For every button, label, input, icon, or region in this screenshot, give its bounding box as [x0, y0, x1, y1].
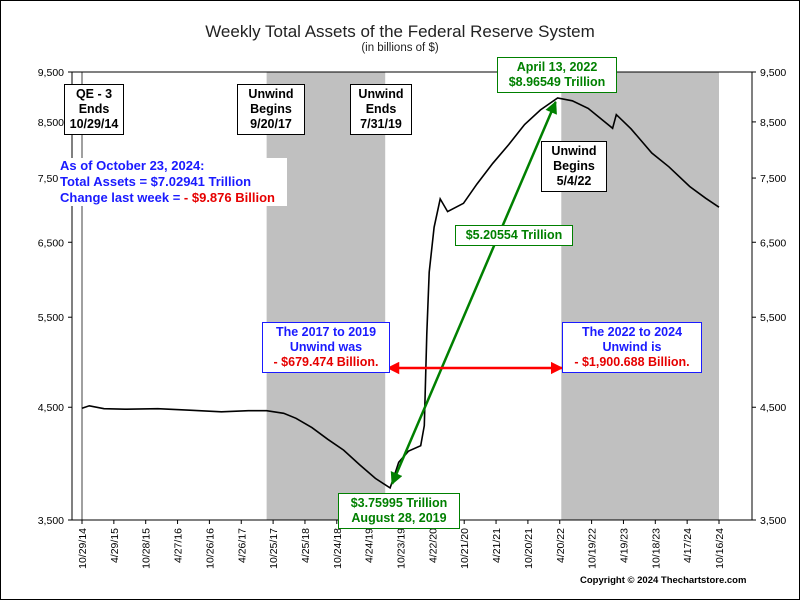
y-tick-label-left: 3,500 [38, 515, 64, 527]
as-of-note: As of October 23, 2024: Total Assets = $… [58, 158, 287, 206]
x-tick-label: 4/21/21 [491, 528, 503, 563]
unwind-ends-2019-line2: Ends [365, 102, 397, 116]
y-tick-label-left: 8,500 [38, 117, 64, 129]
x-tick-label: 10/19/22 [587, 528, 599, 569]
x-tick-label: 4/29/15 [109, 528, 121, 563]
copyright-notice: Copyright © 2024 Thechartstore.com [580, 575, 747, 586]
unwind-ends-2019-box: Unwind Ends 7/31/19 [350, 84, 412, 135]
unwind-2022-2024-line1: The 2022 to 2024 [581, 325, 683, 339]
y-tick-label-left: 9,500 [38, 67, 64, 79]
unwind-begins-2022-line1: Unwind [551, 144, 597, 158]
qe3-ends-box: QE - 3 Ends 10/29/14 [64, 84, 124, 135]
unwind-2017-2019-box: The 2017 to 2019 Unwind was - $679.474 B… [262, 322, 390, 373]
y-tick-label-right: 7,500 [760, 173, 786, 185]
x-tick-label: 10/28/15 [141, 528, 153, 569]
x-tick-label: 10/21/20 [459, 528, 471, 569]
as-of-date: As of October 23, 2024: [60, 158, 205, 173]
y-tick-label-right: 3,500 [760, 515, 786, 527]
unwind-begins-2022-line2: Begins [553, 159, 595, 173]
unwind-begins-2017-line1: Unwind [248, 87, 294, 101]
trough-date: August 28, 2019 [351, 511, 447, 525]
x-tick-label: 4/17/24 [682, 528, 694, 563]
as-of-change-value: - $9.876 Billion [183, 190, 275, 205]
x-tick-label: 10/18/23 [650, 528, 662, 569]
x-tick-label: 10/29/14 [77, 528, 89, 569]
x-tick-label: 10/20/21 [523, 528, 535, 569]
unwind-begins-2022-box: Unwind Begins 5/4/22 [541, 141, 607, 192]
unwind-2022-2024-box: The 2022 to 2024 Unwind is - $1,900.688 … [562, 322, 702, 373]
rise-arrow [390, 100, 557, 485]
unwind-2022-2024-amount: - $1,900.688 Billion. [574, 355, 690, 369]
unwind-ends-2019-date: 7/31/19 [360, 117, 402, 131]
as-of-change-label: Change last week = [60, 190, 184, 205]
x-tick-label: 10/16/24 [714, 528, 726, 569]
unwind-2022-2024-line2: Unwind is [602, 340, 662, 354]
y-tick-label-right: 8,500 [760, 117, 786, 129]
x-tick-label: 4/27/16 [173, 528, 185, 563]
y-tick-label-right: 4,500 [760, 402, 786, 414]
x-tick-label: 10/24/18 [332, 528, 344, 569]
x-tick-label: 4/19/23 [618, 528, 630, 563]
x-tick-label: 4/25/18 [300, 528, 312, 563]
unwind-begins-2022-date: 5/4/22 [556, 174, 592, 188]
unwind-ends-2019-line1: Unwind [358, 87, 404, 101]
chart-subtitle: (in billions of $) [361, 42, 439, 54]
y-tick-label-left: 6,500 [38, 237, 64, 249]
chart-title: Weekly Total Assets of the Federal Reser… [205, 22, 595, 41]
as-of-total-assets: Total Assets = $7.02941 Trillion [60, 174, 252, 189]
x-tick-label: 10/26/16 [204, 528, 216, 569]
x-tick-label: 4/26/17 [236, 528, 248, 563]
y-tick-label-left: 5,500 [38, 312, 64, 324]
unwind-2017-2019-line1: The 2017 to 2019 [275, 325, 377, 339]
x-tick-label: 4/20/22 [555, 528, 567, 563]
unwind-begins-2017-box: Unwind Begins 9/20/17 [237, 84, 305, 135]
trough-value: $3.75995 Trillion [350, 496, 448, 510]
qe3-ends-label: Ends [78, 102, 110, 116]
unwind-begins-2017-date: 9/20/17 [250, 117, 292, 131]
rise-value: $5.20554 Trillion [465, 228, 563, 242]
unwind-begins-2017-line2: Begins [250, 102, 292, 116]
peak-date: April 13, 2022 [516, 60, 598, 74]
trough-box: $3.75995 Trillion August 28, 2019 [338, 493, 460, 529]
x-tick-label: 10/25/17 [268, 528, 280, 569]
y-tick-label-right: 9,500 [760, 67, 786, 79]
peak-box: April 13, 2022 $8.96549 Trillion [497, 57, 617, 93]
x-tick-label: 10/23/19 [396, 528, 408, 569]
x-tick-label: 4/24/19 [364, 528, 376, 563]
y-tick-label-left: 4,500 [38, 402, 64, 414]
y-tick-label-left: 7,500 [38, 173, 64, 185]
peak-value: $8.96549 Trillion [508, 75, 606, 89]
qe3-label: QE - 3 [75, 87, 113, 101]
shaded-period-1 [266, 72, 386, 520]
y-tick-label-right: 5,500 [760, 312, 786, 324]
unwind-2017-2019-amount: - $679.474 Billion. [273, 355, 379, 369]
rise-box: $5.20554 Trillion [455, 225, 573, 246]
y-tick-label-right: 6,500 [760, 237, 786, 249]
unwind-2017-2019-line2: Unwind was [289, 340, 363, 354]
qe3-date: 10/29/14 [69, 117, 119, 131]
x-tick-label: 4/22/20 [427, 528, 439, 563]
